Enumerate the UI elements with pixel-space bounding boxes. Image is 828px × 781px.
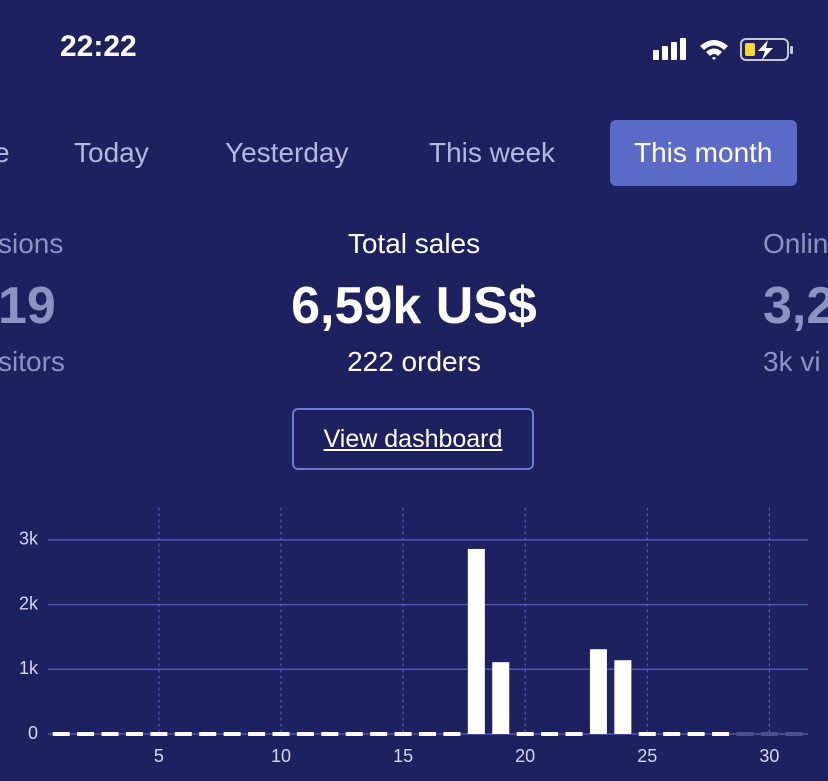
stat-value: 3,2: [763, 277, 828, 335]
y-tick-label: 1k: [19, 658, 39, 678]
bar: [541, 732, 559, 736]
bar: [760, 732, 778, 736]
x-tick-label: 25: [637, 746, 657, 766]
bar: [492, 662, 510, 734]
bar: [174, 732, 192, 736]
bar: [467, 548, 485, 734]
bar: [565, 732, 583, 736]
bar: [516, 732, 534, 736]
bar: [125, 732, 143, 736]
bar: [296, 732, 314, 736]
y-tick-label: 0: [28, 723, 38, 743]
bar: [370, 732, 388, 736]
bar: [345, 732, 363, 736]
bar: [419, 732, 436, 736]
bar: [199, 732, 217, 736]
bar: [687, 732, 705, 736]
bar: [712, 732, 730, 736]
bar: [736, 732, 754, 736]
x-tick-label: 30: [759, 746, 779, 766]
tab[interactable]: This week: [429, 137, 556, 168]
stat-sub: sitors: [0, 346, 65, 377]
tab[interactable]: Yesterday: [225, 137, 349, 168]
bar: [589, 649, 607, 734]
bar: [223, 732, 241, 736]
stat-label: sions: [0, 228, 64, 259]
view-dashboard-button[interactable]: View dashboard: [292, 408, 534, 470]
bar: [614, 660, 632, 734]
stat-value: 6,59k US$: [291, 277, 537, 335]
tab[interactable]: e: [0, 137, 10, 168]
tab[interactable]: Today: [74, 137, 149, 168]
bar: [785, 732, 803, 736]
x-tick-label: 5: [154, 746, 164, 766]
bar: [443, 732, 461, 736]
status-icons: [653, 38, 793, 61]
stat-value: 19: [0, 277, 56, 335]
stat-label: Onlin: [763, 228, 828, 259]
y-tick-label: 3k: [19, 529, 39, 549]
status-time: 22:22: [60, 30, 137, 63]
stat-label: Total sales: [347, 228, 481, 259]
tab[interactable]: This month: [610, 120, 797, 186]
bar: [150, 732, 168, 736]
x-tick-label: 20: [515, 746, 535, 766]
bar: [272, 732, 290, 736]
bar: [52, 732, 70, 736]
stat-sub: 3k vi: [763, 346, 821, 377]
bar: [77, 732, 95, 736]
bar: [248, 732, 266, 736]
y-tick-label: 2k: [19, 593, 39, 613]
x-tick-label: 10: [271, 746, 291, 766]
bar: [101, 732, 119, 736]
x-tick-label: 15: [393, 746, 413, 766]
bar: [663, 732, 681, 736]
chart: 0 1k 2k 3k 5 10 15 20 25 30: [19, 507, 808, 766]
bar: [638, 732, 656, 736]
bar: [321, 732, 339, 736]
bar: [394, 732, 412, 736]
stat-sub: 222 orders: [347, 346, 481, 377]
